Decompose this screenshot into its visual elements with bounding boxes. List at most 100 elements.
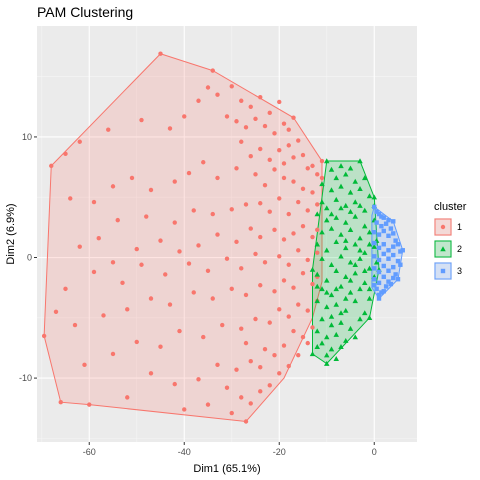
cluster-1-point — [272, 289, 277, 294]
cluster-1-point — [110, 184, 116, 189]
cluster-1-point — [248, 104, 253, 109]
cluster-2-point — [347, 227, 354, 232]
cluster-2-point — [324, 217, 330, 223]
cluster-2-point — [333, 268, 339, 273]
cluster-1-point — [125, 395, 130, 400]
cluster-1-point — [300, 186, 306, 191]
cluster-3-point — [391, 244, 396, 249]
cluster-2-point — [338, 253, 344, 259]
cluster-1-point — [210, 211, 215, 217]
cluster-3-point — [379, 223, 384, 229]
cluster-2-point — [357, 255, 363, 261]
cluster-3-point — [386, 233, 391, 239]
cluster-3-point — [391, 219, 396, 224]
cluster-2-point — [352, 178, 358, 184]
cluster-1-point — [167, 126, 173, 131]
cluster-1-point — [281, 161, 287, 166]
cluster-1-point — [286, 314, 291, 319]
legend-key-marker-2 — [440, 246, 446, 252]
cluster-1-point — [191, 208, 196, 213]
cluster-1-point — [262, 123, 268, 129]
cluster-1-point — [139, 262, 144, 267]
cluster-2-point — [333, 196, 339, 202]
cluster-1-point — [243, 125, 249, 130]
cluster-2-point — [314, 241, 320, 247]
cluster-2-point — [328, 225, 335, 231]
legend-label-3: 3 — [457, 266, 462, 276]
cluster-2-point — [333, 214, 339, 220]
cluster-1-point — [267, 209, 272, 214]
cluster-1-point — [248, 401, 253, 406]
cluster-1-point — [291, 115, 296, 120]
cluster-2-point — [324, 352, 330, 358]
cluster-3-point — [379, 290, 384, 295]
cluster-3-point — [393, 272, 398, 277]
cluster-1-point — [281, 175, 287, 181]
cluster-3-point — [376, 211, 382, 217]
cluster-3-point — [388, 226, 394, 231]
cluster-1-point — [229, 207, 234, 212]
cluster-1-point — [258, 283, 263, 288]
cluster-1-point — [229, 410, 234, 416]
cluster-2-point — [357, 202, 363, 208]
cluster-1-point — [129, 175, 135, 181]
cluster-1-point — [215, 175, 220, 181]
cluster-1-point — [243, 202, 249, 207]
cluster-2-point — [352, 213, 358, 219]
cluster-2-point — [319, 286, 325, 292]
cluster-1-point — [239, 326, 244, 331]
cluster-1-point — [281, 121, 287, 126]
cluster-2-point — [338, 343, 344, 349]
legend: cluster 1 2 3 — [434, 201, 467, 280]
cluster-1-point — [191, 290, 196, 295]
cluster-2-point — [371, 243, 377, 249]
x-tick-label: -20 — [273, 447, 286, 457]
cluster-2-point — [338, 310, 344, 316]
cluster-1-point — [91, 199, 97, 205]
y-tick-label: 10 — [22, 132, 32, 142]
cluster-2-point — [333, 301, 339, 307]
cluster-1-point — [210, 296, 215, 301]
cluster-2-point — [343, 202, 349, 208]
cluster-1-point — [172, 220, 177, 225]
cluster-2-point — [309, 351, 316, 357]
cluster-1-point — [205, 85, 211, 90]
cluster-3-point — [374, 209, 379, 214]
cluster-1-point — [63, 151, 68, 157]
cluster-1-point — [281, 278, 287, 283]
cluster-2-point — [333, 239, 339, 245]
cluster-3-point — [386, 217, 391, 223]
cluster-1-point — [106, 127, 111, 132]
cluster-2-point — [338, 231, 344, 237]
cluster-1-point — [291, 231, 296, 236]
cluster-1-point — [68, 196, 73, 201]
cluster-1-point — [262, 182, 268, 188]
cluster-2-point — [357, 316, 363, 322]
cluster-3-point — [383, 284, 389, 289]
cluster-2-point — [373, 259, 380, 265]
cluster-2-point — [347, 277, 354, 283]
cluster-2-point — [324, 205, 330, 211]
cluster-1-point — [234, 367, 239, 372]
cluster-1-point — [277, 371, 282, 376]
cluster-3-point — [398, 262, 403, 267]
cluster-3-point — [376, 245, 382, 251]
y-tick-label: 0 — [27, 253, 32, 263]
cluster-3-point — [383, 221, 389, 226]
cluster-2-point — [338, 163, 344, 169]
cluster-2-point — [314, 328, 320, 334]
cluster-3-point — [372, 204, 377, 210]
cluster-2-point — [314, 271, 320, 277]
cluster-1-point — [205, 402, 211, 407]
cluster-3-point — [381, 228, 386, 234]
cluster-3-point — [372, 240, 377, 246]
cluster-1-point — [310, 281, 315, 287]
cluster-1-point — [281, 343, 287, 348]
cluster-2-point — [328, 322, 335, 328]
cluster-2-point — [362, 175, 368, 181]
cluster-1-point — [296, 302, 301, 307]
cluster-2-point — [366, 241, 373, 247]
cluster-1-point — [125, 307, 130, 312]
cluster-2-point — [324, 334, 330, 340]
